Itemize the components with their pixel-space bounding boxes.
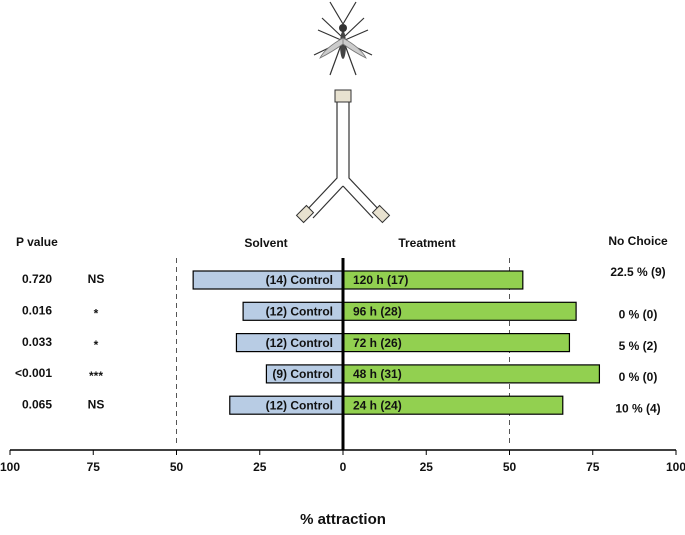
x-tick-label: 25 [253,460,267,474]
p-value: <0.001 [15,366,52,380]
significance: NS [88,272,105,286]
no-choice: 22.5 % (9) [610,265,665,279]
series-header: Treatment [398,236,455,250]
bar-label: 96 h (28) [353,304,402,318]
mosquito-illustration [313,1,373,76]
p-value-header: P value [16,235,58,249]
bar-label: 72 h (26) [353,336,402,350]
p-value: 0.033 [22,335,52,349]
x-axis-label: % attraction [300,511,386,528]
p-value: 0.720 [22,272,52,286]
bar-label: 24 h (24) [353,398,402,412]
x-tick-label: 75 [87,460,101,474]
significance: *** [89,369,103,383]
significance: NS [88,397,105,411]
p-value: 0.065 [22,397,52,411]
x-tick-label: 75 [586,460,600,474]
x-tick-label: 0 [340,460,347,474]
x-tick-label: 50 [503,460,517,474]
significance: * [94,338,99,352]
bar-label: (12) Control [266,336,333,350]
bar-label: (9) Control [272,367,333,381]
x-tick-label: 50 [170,460,184,474]
bar-label: (12) Control [266,398,333,412]
no-choice-header: No Choice [608,234,668,248]
no-choice: 0 % (0) [619,370,658,384]
bar-label: 120 h (17) [353,273,408,287]
x-tick-label: 100 [0,460,20,474]
no-choice: 0 % (0) [619,307,658,321]
bar-label: (14) Control [266,273,333,287]
significance: * [94,306,99,320]
bar-label: (12) Control [266,304,333,318]
y-tube-illustration [295,89,391,224]
p-value: 0.016 [22,303,52,317]
x-tick-label: 100 [666,460,685,474]
no-choice: 10 % (4) [615,401,660,415]
no-choice: 5 % (2) [619,339,658,353]
x-tick-label: 25 [420,460,434,474]
bar-label: 48 h (31) [353,367,402,381]
series-header: Solvent [244,236,287,250]
